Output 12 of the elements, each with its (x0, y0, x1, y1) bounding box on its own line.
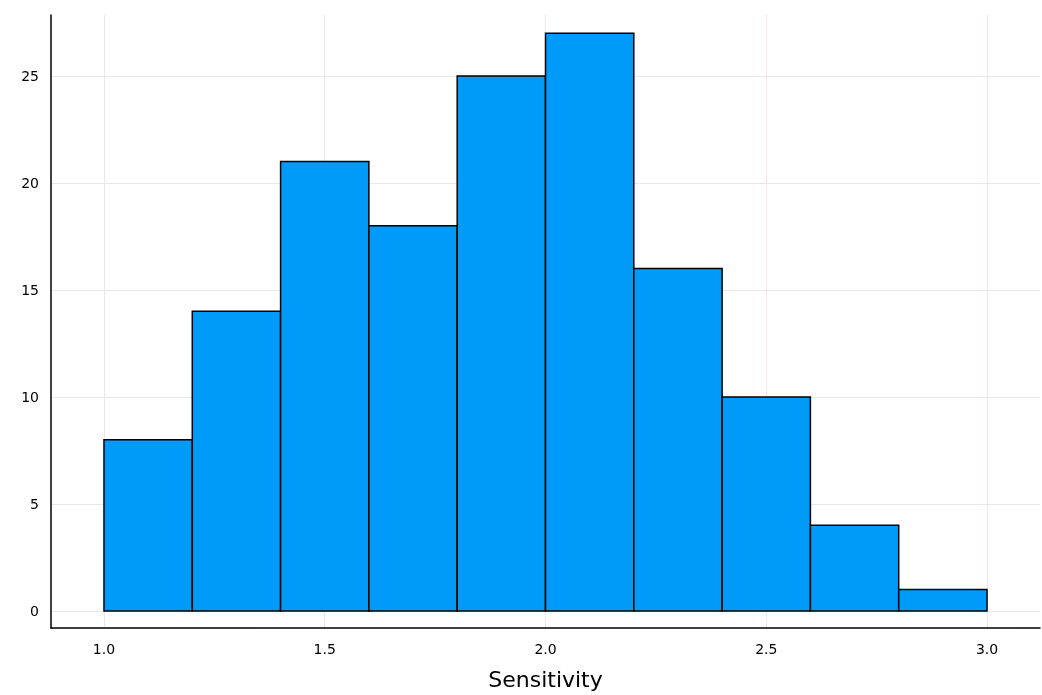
x-tick-label: 3.0 (975, 641, 999, 657)
y-tick-label: 20 (21, 174, 39, 191)
x-tick-label: 2.5 (755, 641, 778, 657)
y-tick-label: 25 (21, 67, 39, 84)
y-tick-label: 0 (30, 602, 39, 619)
x-tick-label: 2.0 (534, 641, 557, 657)
x-tick-label: 1.5 (313, 641, 336, 657)
y-tick-label: 10 (21, 388, 39, 405)
y-tick-label: 15 (21, 281, 39, 298)
y-tick-label: 5 (30, 495, 39, 512)
x-tick-label: 1.0 (92, 641, 116, 657)
x-axis-title: Sensitivity (488, 666, 603, 692)
